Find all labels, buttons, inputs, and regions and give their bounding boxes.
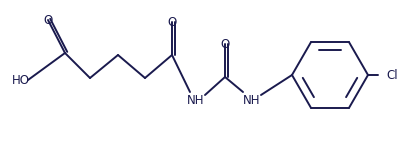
Text: Cl: Cl (386, 69, 398, 81)
Text: NH: NH (187, 93, 205, 106)
Text: O: O (43, 14, 53, 26)
Text: HO: HO (12, 74, 30, 86)
Text: NH: NH (243, 93, 261, 106)
Text: O: O (220, 37, 229, 51)
Text: O: O (167, 15, 177, 29)
